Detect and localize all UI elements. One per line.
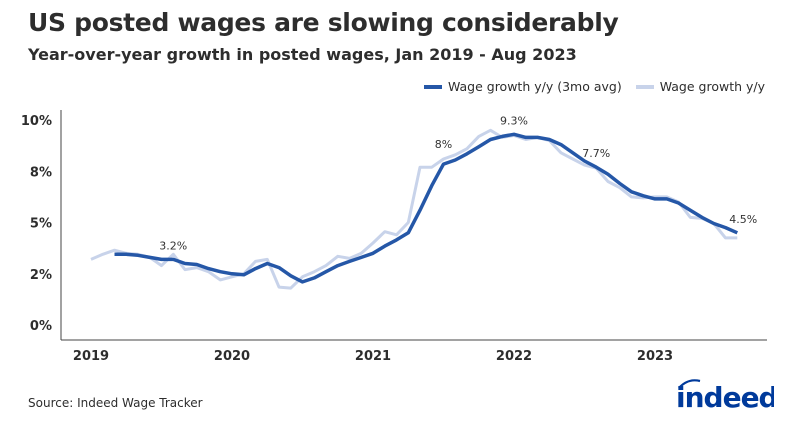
indeed-logo: indeed xyxy=(674,376,779,417)
x-tick-label: 2021 xyxy=(355,349,391,364)
x-tick-label: 2020 xyxy=(214,349,250,364)
series-line-raw xyxy=(90,128,738,290)
legend-label-raw: Wage growth y/y xyxy=(659,79,765,94)
series-line-3mo-avg xyxy=(114,132,739,284)
data-label: 7.7% xyxy=(582,147,610,160)
x-tick-label: 2023 xyxy=(637,349,673,364)
legend-label-avg: Wage growth y/y (3mo avg) xyxy=(447,79,622,94)
x-tick-label: 2019 xyxy=(73,349,109,364)
data-label: 4.5% xyxy=(729,213,757,226)
chart-title: US posted wages are slowing considerably xyxy=(28,8,619,37)
y-tick-label: 8% xyxy=(30,165,52,180)
legend-item-raw: Wage growth y/y xyxy=(635,79,765,94)
svg-text:indeed: indeed xyxy=(676,381,774,412)
source-note: Source: Indeed Wage Tracker xyxy=(28,396,203,410)
data-label: 8% xyxy=(435,138,452,151)
legend-swatch-avg xyxy=(423,84,442,89)
y-tick-label: 0% xyxy=(30,319,52,334)
data-label: 3.2% xyxy=(159,239,187,252)
y-tick-label: 5% xyxy=(30,217,52,232)
y-tick-label: 10% xyxy=(21,114,52,129)
legend-item-avg: Wage growth y/y (3mo avg) xyxy=(423,79,622,94)
data-label: 9.3% xyxy=(500,114,528,127)
indeed-logo-mark: indeed xyxy=(676,379,779,414)
x-tick-label: 2022 xyxy=(496,349,532,364)
y-tick-label: 2% xyxy=(30,268,52,283)
chart-subtitle: Year-over-year growth in posted wages, J… xyxy=(28,45,577,64)
legend-swatch-raw xyxy=(635,84,654,89)
legend: Wage growth y/y (3mo avg) Wage growth y/… xyxy=(423,79,765,94)
